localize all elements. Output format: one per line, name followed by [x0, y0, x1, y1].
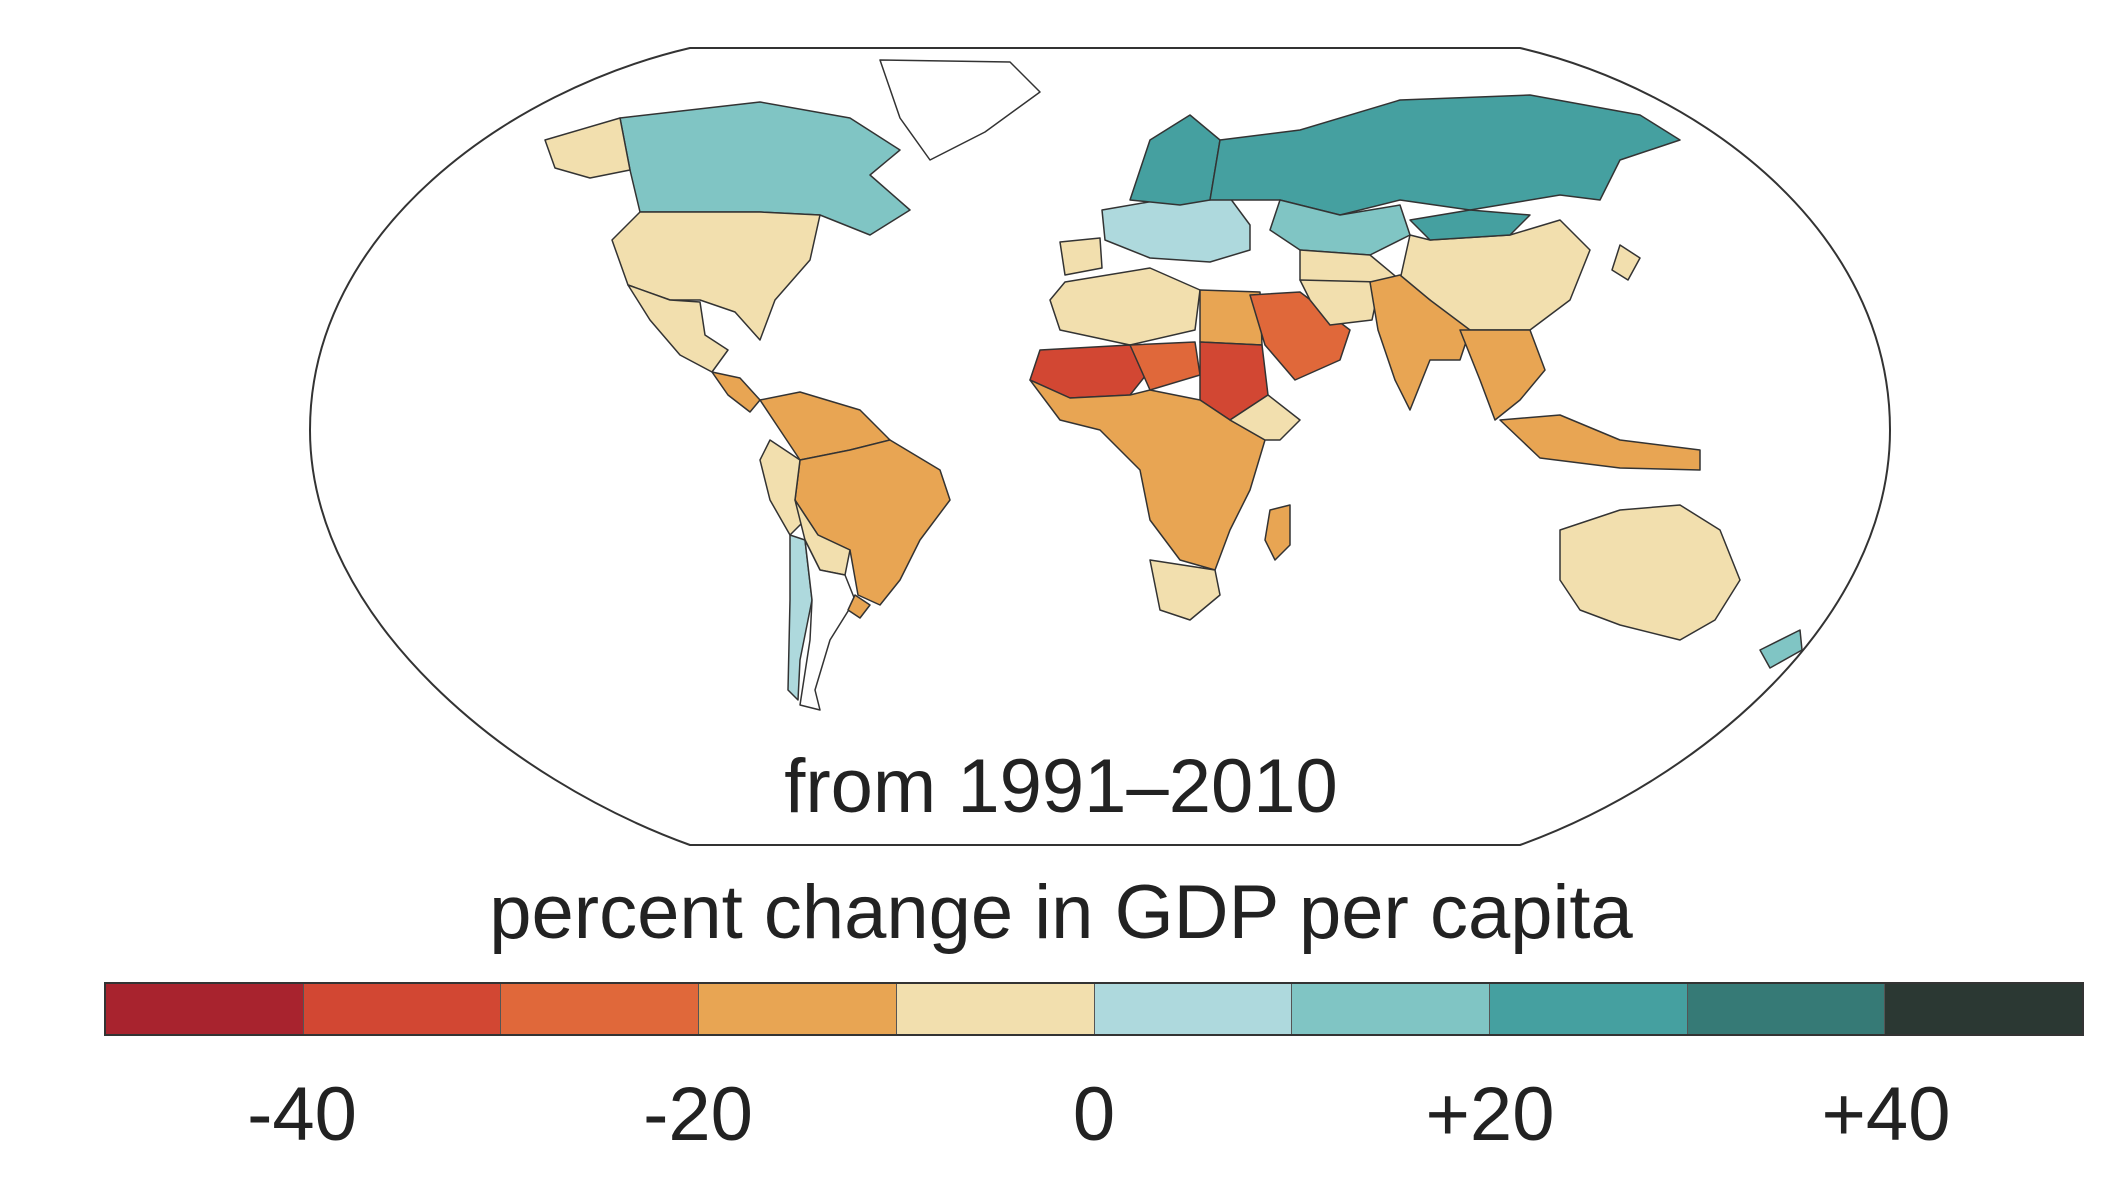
region-madagascar	[1264, 504, 1291, 561]
region-southern-africa	[1149, 559, 1221, 621]
colorbar	[104, 982, 2084, 1036]
region-southeast-asia	[1459, 329, 1546, 421]
region-canada	[619, 101, 911, 236]
region-india	[1369, 274, 1471, 411]
colorbar-bin-3	[699, 984, 897, 1034]
region-japan	[1611, 244, 1641, 281]
colorbar-bin-8	[1687, 984, 1886, 1034]
region-uruguay	[847, 594, 871, 619]
country-regions	[544, 59, 1803, 711]
colorbar-bin-7	[1489, 984, 1688, 1034]
period-label: from 1991–2010	[784, 744, 1338, 829]
colorbar-tick-3: +20	[1425, 1072, 1555, 1157]
colorbar-tick-1: -20	[643, 1072, 753, 1157]
region-kazakhstan	[1269, 199, 1411, 256]
region-mexico	[627, 284, 729, 373]
region-iran	[1299, 279, 1381, 326]
region-sub-saharan-africa	[1029, 379, 1266, 571]
colorbar-bin-0	[106, 984, 304, 1034]
region-russia	[1209, 94, 1681, 216]
region-horn-of-africa	[1229, 394, 1301, 441]
region-mongolia	[1409, 209, 1531, 241]
region-new-zealand	[1759, 629, 1803, 669]
region-peru	[759, 439, 806, 536]
region-greenland	[879, 59, 1041, 161]
legend-title: percent change in GDP per capita	[489, 870, 1633, 955]
colorbar-bin-5	[1094, 984, 1293, 1034]
colorbar-tick-2: 0	[1072, 1072, 1116, 1157]
colorbar-bin-6	[1292, 984, 1490, 1034]
region-alaska	[544, 117, 631, 179]
region-argentina	[799, 539, 856, 711]
colorbar-bin-9	[1885, 984, 2083, 1034]
region-north-africa	[1049, 267, 1201, 346]
region-central-america	[711, 371, 761, 413]
region-united-states	[611, 211, 821, 341]
colorbar-bin-1	[303, 984, 502, 1034]
colorbar-tick-0: -40	[247, 1072, 357, 1157]
colorbar-ticks: -40 -20 0 +20 +40	[0, 1070, 2122, 1160]
world-map	[308, 47, 1892, 846]
region-indonesia	[1499, 414, 1701, 471]
colorbar-bin-4	[896, 984, 1095, 1034]
colorbar-tick-4: +40	[1821, 1072, 1951, 1157]
region-australia	[1559, 504, 1741, 641]
region-iberia	[1059, 237, 1103, 276]
colorbar-bin-2	[501, 984, 700, 1034]
